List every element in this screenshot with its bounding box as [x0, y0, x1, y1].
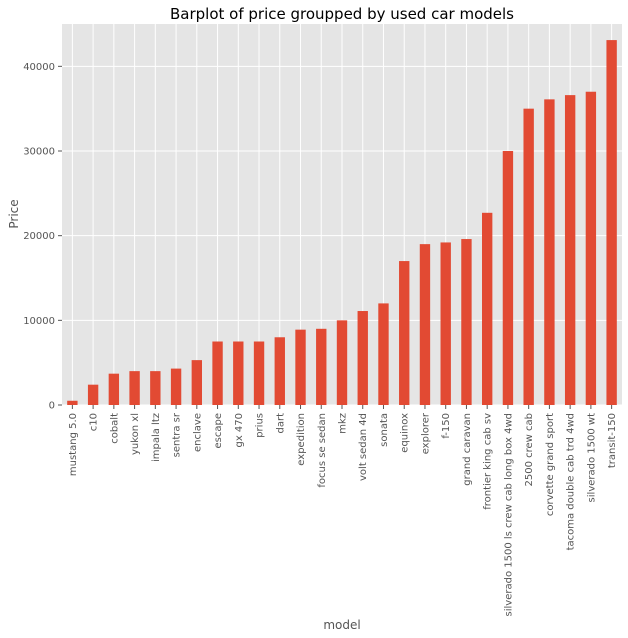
bar [440, 242, 451, 405]
bar [544, 99, 555, 405]
x-tick-label: enclave [192, 413, 203, 452]
x-tick-label: corvette grand sport [545, 413, 556, 516]
y-tick-label: 30000 [23, 147, 55, 158]
x-tick-label: silverado 1500 ls crew cab long box 4wd [503, 413, 514, 616]
x-tick-label: frontier king cab sv [483, 413, 494, 510]
bar [67, 400, 78, 405]
x-axis-label: model [323, 618, 360, 632]
bar [523, 108, 534, 406]
bar [502, 151, 514, 405]
bars [67, 40, 617, 406]
x-tick-label: yukon xl [130, 413, 141, 455]
y-tick-label: 10000 [23, 316, 55, 327]
x-tick-label: 2500 crew cab [524, 413, 535, 487]
bar [378, 303, 389, 405]
y-axis-ticks: 0 10000 20000 30000 40000 [23, 62, 62, 412]
bar [357, 311, 368, 405]
x-tick-label: silverado 1500 wt [586, 413, 597, 503]
bar [233, 341, 244, 405]
bar [295, 329, 306, 405]
bar [212, 341, 223, 405]
y-tick-label: 0 [49, 401, 55, 412]
y-axis-label: Price [7, 199, 21, 228]
bar [585, 91, 597, 405]
bar [253, 341, 265, 405]
bar [564, 95, 576, 406]
x-tick-label: grand caravan [462, 413, 473, 486]
bar [129, 371, 140, 405]
x-tick-label: mustang 5.0 [68, 413, 79, 476]
x-tick-label: escape [213, 413, 224, 449]
bar [87, 384, 99, 405]
y-tick-label: 20000 [23, 231, 55, 242]
x-tick-label: transit-150 [607, 413, 618, 468]
bar [191, 360, 202, 405]
bar [419, 244, 431, 405]
x-tick-label: mkz [338, 413, 349, 434]
x-tick-label: expedition [296, 413, 307, 466]
x-tick-label: gx 470 [234, 413, 245, 448]
bar [606, 40, 617, 405]
y-tick-label: 40000 [23, 62, 55, 73]
x-tick-label: cobalt [109, 413, 120, 444]
x-tick-label: focus se sedan [317, 413, 328, 488]
bar [108, 373, 120, 405]
bar [274, 337, 285, 405]
x-tick-label: c10 [89, 413, 100, 431]
x-tick-label: equinox [400, 413, 411, 453]
bar [316, 328, 327, 405]
x-tick-label: explorer [420, 412, 431, 454]
chart-title: Barplot of price groupped by used car mo… [170, 5, 514, 23]
x-tick-label: tacoma double cab trd 4wd [566, 413, 577, 550]
bar [170, 368, 182, 405]
x-tick-label: volt sedan 4d [358, 413, 369, 481]
bar [399, 261, 410, 405]
bar [150, 371, 161, 405]
x-tick-label: sonata [379, 413, 390, 447]
x-tick-label: sentra sr [172, 412, 183, 457]
bar [482, 212, 493, 405]
x-tick-label: dart [275, 413, 286, 434]
bar [461, 239, 472, 405]
bar [336, 320, 348, 405]
x-axis-ticks: mustang 5.0 c10 cobalt yukon xl impala ltz se… [68, 405, 618, 616]
x-tick-label: prius [255, 413, 266, 438]
x-tick-label: f-150 [441, 413, 452, 439]
x-tick-label: impala ltz [151, 413, 162, 462]
